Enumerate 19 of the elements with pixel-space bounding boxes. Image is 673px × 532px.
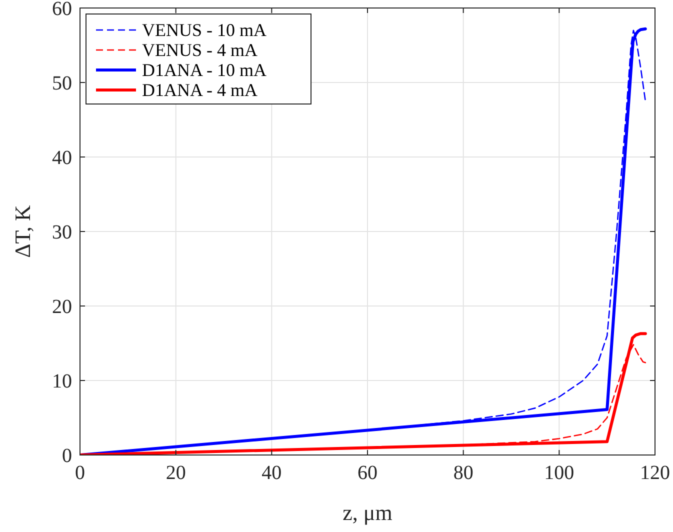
x-tick-label: 60	[358, 462, 378, 484]
legend-label: VENUS - 4 mA	[142, 40, 258, 60]
y-tick-label: 20	[52, 296, 72, 318]
y-tick-label: 40	[52, 147, 72, 169]
y-tick-label: 0	[62, 445, 72, 467]
x-tick-label: 40	[262, 462, 282, 484]
y-tick-label: 60	[52, 0, 72, 20]
legend-label: D1ANA - 10 mA	[142, 60, 266, 80]
x-axis-title: z, μm	[342, 500, 392, 525]
legend-label: D1ANA - 4 mA	[142, 80, 258, 100]
x-tick-label: 120	[640, 462, 670, 484]
x-tick-label: 80	[453, 462, 474, 484]
y-axis-title: ΔT, K	[10, 204, 35, 258]
x-tick-label: 100	[544, 462, 574, 484]
legend-label: VENUS - 10 mA	[142, 20, 266, 40]
y-tick-label: 50	[52, 72, 72, 94]
y-tick-label: 30	[52, 222, 72, 244]
y-tick-label: 10	[52, 370, 72, 392]
x-tick-label: 20	[166, 462, 186, 484]
